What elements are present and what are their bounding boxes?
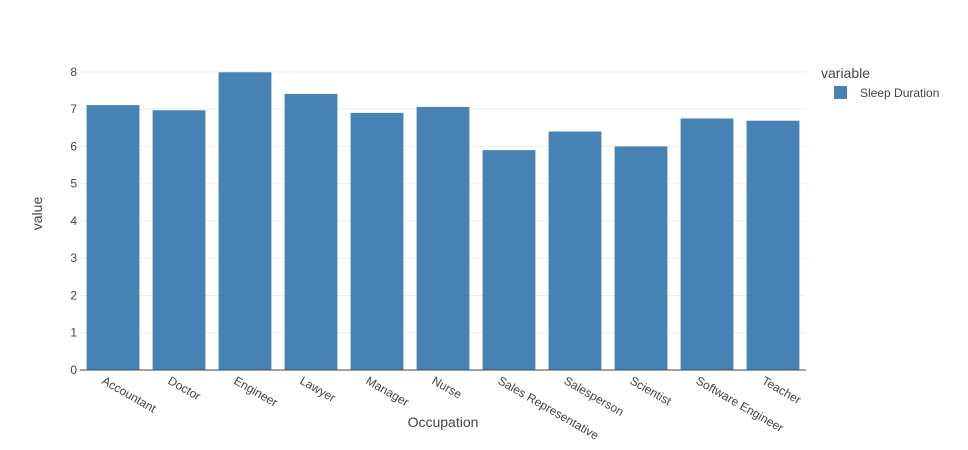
bar[interactable] xyxy=(218,72,272,371)
bar[interactable] xyxy=(416,106,470,370)
y-tick-label: 5 xyxy=(70,177,77,191)
y-tick: 0 xyxy=(70,363,77,377)
legend-title: variable xyxy=(821,65,870,81)
y-tick-label: 3 xyxy=(70,251,77,265)
bar[interactable] xyxy=(680,118,734,370)
legend: variable Sleep Duration xyxy=(821,65,939,100)
bar[interactable] xyxy=(86,105,140,370)
y-tick: 6 xyxy=(70,139,77,153)
y-tick-label: 7 xyxy=(70,102,77,116)
x-axis-title: Occupation xyxy=(408,414,479,430)
legend-swatch[interactable] xyxy=(834,86,847,99)
bar[interactable] xyxy=(350,112,404,371)
y-tick-label: 4 xyxy=(70,214,77,228)
y-tick: 7 xyxy=(70,102,77,116)
y-tick-label: 0 xyxy=(70,363,77,377)
y-tick-label: 1 xyxy=(70,326,77,340)
y-tick: 1 xyxy=(70,326,77,340)
y-tick: 3 xyxy=(70,251,77,265)
bars xyxy=(86,72,800,371)
y-axis-title: value xyxy=(29,197,45,231)
bar[interactable] xyxy=(152,110,206,371)
bar[interactable] xyxy=(284,93,338,370)
y-tick-label: 6 xyxy=(70,139,77,153)
y-tick: 2 xyxy=(70,288,77,302)
bar[interactable] xyxy=(482,150,536,370)
y-tick-label: 2 xyxy=(70,288,77,302)
bar[interactable] xyxy=(746,120,800,370)
bar[interactable] xyxy=(614,146,668,370)
y-tick: 5 xyxy=(70,177,77,191)
y-tick-labels: 0 1 2 3 4 5 6 7 8 xyxy=(70,65,77,377)
legend-items: Sleep Duration xyxy=(834,86,939,100)
y-tick: 8 xyxy=(70,65,77,79)
legend-label: Sleep Duration xyxy=(860,86,939,100)
y-tick: 4 xyxy=(70,214,77,228)
y-tick-label: 8 xyxy=(70,65,77,79)
bar[interactable] xyxy=(548,131,602,370)
